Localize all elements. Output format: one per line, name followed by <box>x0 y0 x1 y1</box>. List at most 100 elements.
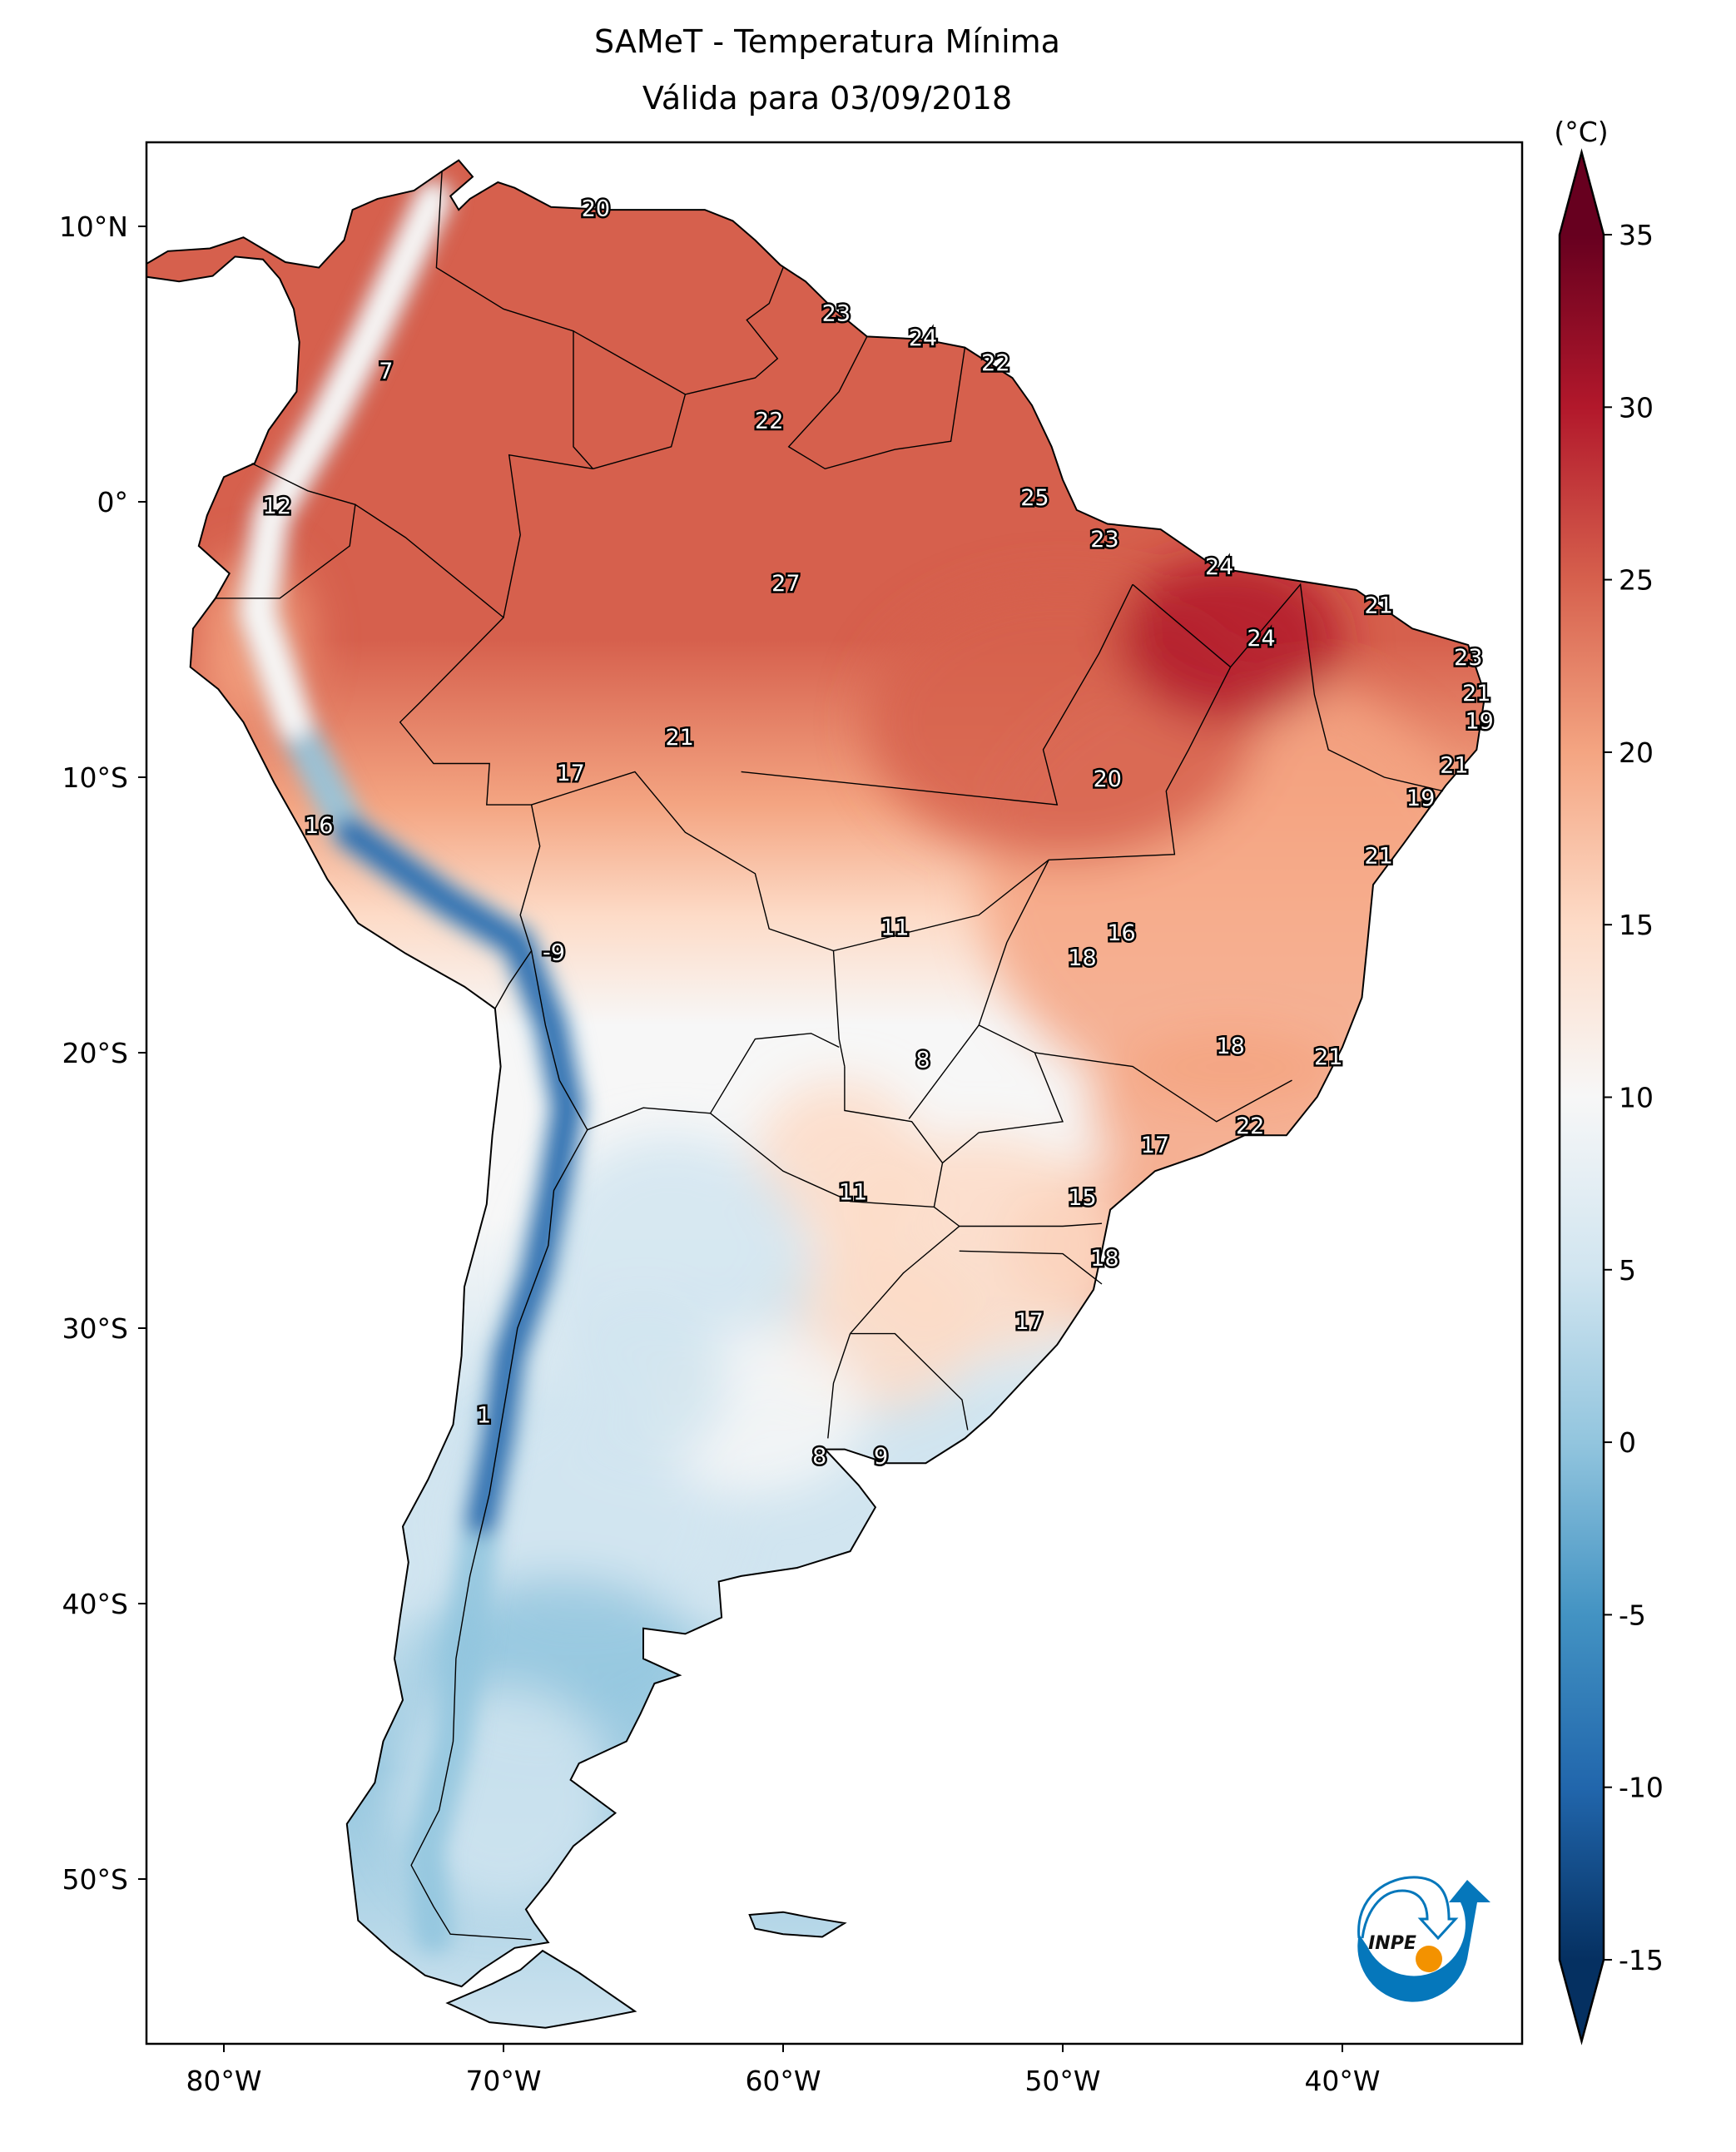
country-border <box>741 583 1133 806</box>
latitude-axis: 10°N 0° 10°S 20°S 30°S 40°S 50°S <box>59 211 146 1896</box>
y-tick-label: 10°S <box>62 761 128 794</box>
country-border <box>787 336 966 470</box>
station-value-label: 22 <box>755 409 783 434</box>
country-border <box>978 583 1292 1123</box>
country-border <box>959 1222 1103 1227</box>
station-value-label: 27 <box>771 571 800 597</box>
country-border <box>833 859 1049 952</box>
station-value-label: 21 <box>1440 752 1468 778</box>
colorbar-bar <box>1558 148 1605 2045</box>
colorbar-tick-label: 30 <box>1619 391 1654 424</box>
station-value-label: 18 <box>1216 1034 1244 1059</box>
station-value-label: 8 <box>915 1047 930 1073</box>
x-tick-label: 70°W <box>465 2065 541 2097</box>
country-border <box>850 1332 969 1431</box>
country-border <box>593 267 784 469</box>
station-value-label: 24 <box>909 325 937 351</box>
station-value-label: 20 <box>1094 766 1122 792</box>
station-value-label: 18 <box>1090 1246 1118 1272</box>
y-tick-label: 30°S <box>62 1312 128 1345</box>
station-value-label: 21 <box>1314 1044 1342 1070</box>
coastline-path <box>146 159 1486 2029</box>
y-tick-label: 0° <box>97 486 129 518</box>
station-value-label: 1 <box>477 1402 491 1428</box>
colorbar-unit: (°C) <box>1554 116 1608 148</box>
country-border <box>215 463 356 599</box>
country-border <box>435 171 594 469</box>
colorbar: 35 30 25 20 15 10 5 0 -5 -10 -15 (°C) <box>1554 116 1664 2045</box>
title-line-2: Válida para 03/09/2018 <box>642 80 1013 117</box>
station-value-label: 19 <box>1406 786 1435 811</box>
station-value-label: -9 <box>543 940 565 965</box>
x-tick-label: 80°W <box>186 2065 261 2097</box>
colorbar-tick-label: 10 <box>1619 1082 1654 1114</box>
station-value-label: 23 <box>822 300 851 326</box>
station-value-label: 17 <box>556 761 584 786</box>
station-value-label: 24 <box>1205 554 1233 580</box>
y-tick-label: 50°S <box>62 1863 128 1896</box>
colorbar-tick-label: 15 <box>1619 909 1654 941</box>
country-border <box>503 454 593 618</box>
station-value-label: 23 <box>1090 527 1118 553</box>
station-value-label: 24 <box>1247 626 1275 652</box>
station-value-label: 20 <box>582 196 610 222</box>
station-value-label: 19 <box>1465 708 1493 734</box>
colorbar-tick-label: 25 <box>1619 564 1654 597</box>
longitude-axis: 80°W 70°W 60°W 50°W 40°W <box>186 2044 1381 2097</box>
y-tick-label: 20°S <box>62 1037 128 1069</box>
country-border <box>959 1250 1103 1285</box>
svg-text:INPE: INPE <box>1368 1933 1416 1954</box>
coastline <box>146 159 1486 2029</box>
country-border <box>942 1052 1064 1163</box>
station-value-label: 11 <box>880 915 909 941</box>
colorbar-tick-label: -5 <box>1619 1599 1646 1631</box>
station-value-label: 25 <box>1020 485 1049 511</box>
map-frame <box>145 141 1524 2045</box>
station-value-label: 15 <box>1068 1185 1096 1211</box>
colorbar-tick-label: 5 <box>1619 1254 1636 1287</box>
country-border <box>531 771 846 1067</box>
country-border <box>573 330 686 395</box>
colorbar-tick-label: 20 <box>1619 736 1654 769</box>
station-value-label: 16 <box>305 813 333 839</box>
country-border <box>710 1066 944 1208</box>
logo-dot <box>1416 1946 1442 1972</box>
station-value-label: 22 <box>981 350 1009 376</box>
station-value-label: 17 <box>1015 1309 1044 1335</box>
station-value-label: 22 <box>1236 1113 1264 1139</box>
station-value-label: 12 <box>263 493 291 519</box>
station-value-label: 11 <box>839 1179 867 1205</box>
x-tick-label: 60°W <box>745 2065 821 2097</box>
y-tick-label: 10°N <box>59 211 128 243</box>
station-value-label: 21 <box>1365 843 1393 869</box>
station-value-label: 7 <box>379 359 393 384</box>
country-border <box>827 1333 851 1439</box>
country-border <box>1230 583 1444 792</box>
country-border <box>355 503 541 1009</box>
inpe-logo: INPE <box>1357 1876 1490 2002</box>
temperature-field <box>146 160 1486 2028</box>
station-value-label: 23 <box>1454 645 1482 671</box>
y-tick-label: 40°S <box>62 1588 128 1620</box>
colorbar-tick-label: 35 <box>1619 219 1654 251</box>
country-border <box>410 1129 588 1941</box>
station-value-label: 18 <box>1068 945 1096 971</box>
country-border <box>850 1206 960 1335</box>
colorbar-tick-label: -10 <box>1619 1772 1664 1804</box>
station-value-label: 9 <box>874 1444 888 1470</box>
x-tick-label: 40°W <box>1304 2065 1380 2097</box>
station-value-label: 8 <box>812 1444 826 1470</box>
colorbar-tick-label: 0 <box>1619 1426 1636 1459</box>
title-line-1: SAMeT - Temperatura Mínima <box>594 23 1060 60</box>
station-value-label: 21 <box>666 725 694 751</box>
colorbar-tick-label: -15 <box>1619 1944 1664 1976</box>
station-value-label: 17 <box>1141 1133 1169 1158</box>
station-value-label: 21 <box>1462 681 1490 707</box>
country-border <box>908 1024 980 1119</box>
country-border <box>530 950 840 1131</box>
station-value-label: 16 <box>1107 920 1135 946</box>
station-value-label: 21 <box>1365 593 1393 618</box>
